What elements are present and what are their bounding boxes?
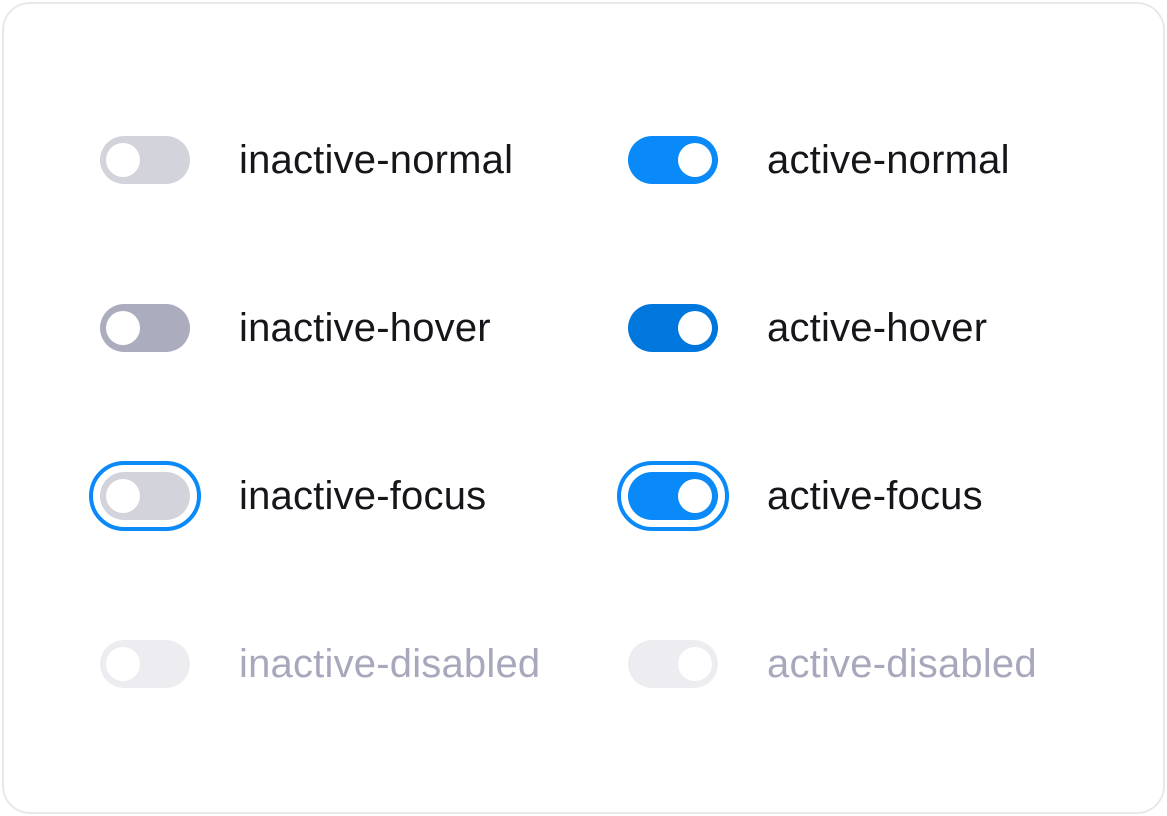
toggle-knob	[106, 479, 140, 513]
focus-ring	[89, 461, 201, 531]
toggle-inactive-disabled: inactive-disabled	[100, 640, 540, 688]
toggle-switch	[628, 640, 718, 688]
toggle-knob	[106, 647, 140, 681]
toggle-label: active-focus	[767, 474, 983, 518]
toggle-switch[interactable]	[628, 304, 718, 352]
toggle-switch[interactable]	[628, 136, 718, 184]
toggle-label: inactive-normal	[239, 138, 514, 182]
toggle-active-focus[interactable]: active-focus	[617, 461, 983, 531]
toggle-label: active-normal	[767, 138, 1010, 182]
toggle-switch[interactable]	[89, 461, 201, 531]
toggle-switch[interactable]	[617, 461, 729, 531]
toggle-inactive-focus[interactable]: inactive-focus	[89, 461, 487, 531]
focus-ring	[617, 461, 729, 531]
toggle-label: active-hover	[767, 306, 988, 350]
toggle-switch	[100, 640, 190, 688]
toggle-knob	[678, 647, 712, 681]
toggle-inactive-hover[interactable]: inactive-hover	[100, 304, 491, 352]
toggle-knob	[106, 311, 140, 345]
toggle-switch[interactable]	[100, 304, 190, 352]
toggle-label: active-disabled	[767, 642, 1037, 686]
toggle-label: inactive-hover	[239, 306, 491, 350]
toggle-active-normal[interactable]: active-normal	[628, 136, 1010, 184]
toggle-label: inactive-disabled	[239, 642, 541, 686]
toggle-active-disabled: active-disabled	[628, 640, 1037, 688]
toggle-switch[interactable]	[100, 136, 190, 184]
toggle-knob	[678, 143, 712, 177]
toggle-inactive-normal[interactable]: inactive-normal	[100, 136, 513, 184]
toggle-active-hover[interactable]: active-hover	[628, 304, 987, 352]
toggle-knob	[106, 143, 140, 177]
toggle-knob	[678, 479, 712, 513]
toggle-knob	[678, 311, 712, 345]
toggle-label: inactive-focus	[239, 474, 487, 518]
